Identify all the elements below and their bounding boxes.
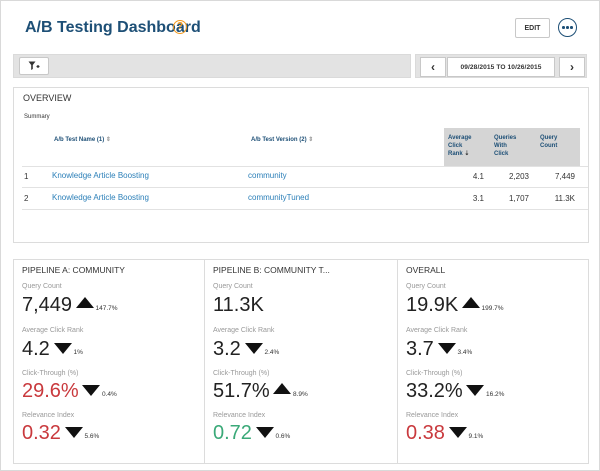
summary-label: Summary bbox=[24, 114, 50, 120]
metric-value: 4.2 bbox=[22, 338, 50, 360]
metric-label: Average Click Rank bbox=[213, 327, 275, 334]
test-version-link[interactable]: communityTuned bbox=[248, 193, 310, 202]
row-index: 2 bbox=[24, 194, 29, 203]
metric-change-percent: 147.7% bbox=[95, 305, 118, 312]
queries-with-click-value: 2,203 bbox=[508, 172, 529, 181]
metric-change-percent: 2.4% bbox=[264, 349, 280, 356]
add-filter-button[interactable] bbox=[19, 57, 49, 75]
metric-change-percent: 3.4% bbox=[457, 349, 473, 356]
metric-label: Relevance Index bbox=[213, 412, 266, 419]
metric-label: Query Count bbox=[213, 283, 253, 290]
next-period-button[interactable]: › bbox=[559, 57, 585, 77]
test-name-link[interactable]: Knowledge Article Boosting bbox=[52, 193, 149, 202]
metric-label: Click-Through (%) bbox=[406, 370, 463, 377]
metric-value: 0.32 bbox=[22, 422, 61, 444]
trend-down-icon bbox=[448, 427, 467, 438]
metric-change-percent: 8.9% bbox=[293, 391, 308, 398]
date-range-picker[interactable]: 09/28/2015 TO 10/26/2015 bbox=[447, 57, 555, 77]
avg-click-rank-value: 3.1 bbox=[472, 194, 484, 203]
metric-change-percent: 1% bbox=[73, 349, 83, 356]
trend-down-icon bbox=[255, 427, 274, 438]
test-version-link[interactable]: community bbox=[248, 171, 287, 180]
metric-value: 11.3K bbox=[213, 294, 264, 316]
metric-value: 33.2% bbox=[406, 380, 463, 402]
header: A/B Testing Dashboard ? EDIT bbox=[1, 1, 599, 55]
trend-up-icon bbox=[75, 297, 94, 308]
sort-desc-icon: ⇣ bbox=[464, 151, 470, 157]
pipeline-title: OVERALL bbox=[406, 265, 446, 275]
metric-value: 7,449 bbox=[22, 294, 73, 316]
filter-add-icon bbox=[28, 61, 40, 70]
overview-panel: OVERVIEW Summary A/b Test Name (1) ⇕ A/b… bbox=[13, 87, 589, 243]
trend-up-icon bbox=[273, 383, 291, 394]
metric-value: 29.6% bbox=[22, 380, 79, 402]
trend-up-icon bbox=[461, 297, 480, 308]
pipeline-column: OVERALL Query Count 19.9K 199.7% Average Cli… bbox=[398, 260, 588, 463]
more-options-icon[interactable] bbox=[558, 18, 577, 37]
sort-icon: ⇕ bbox=[105, 137, 111, 143]
page-title: A/B Testing Dashboard bbox=[25, 19, 201, 36]
trend-down-icon bbox=[466, 385, 484, 396]
metric-label: Relevance Index bbox=[406, 412, 459, 419]
column-header-avg-click-rank[interactable]: Average Click Rank ⇣ bbox=[448, 135, 472, 157]
metric-value: 0.72 bbox=[213, 422, 252, 444]
trend-down-icon bbox=[82, 385, 100, 396]
column-header-test-name[interactable]: A/b Test Name (1) ⇕ bbox=[54, 137, 111, 143]
metric-change-percent: 0.4% bbox=[102, 391, 117, 398]
metric-value: 3.2 bbox=[213, 338, 241, 360]
pipeline-column: PIPELINE A: COMMUNITY Query Count 7,449 147… bbox=[14, 260, 204, 463]
row-divider bbox=[22, 187, 588, 188]
query-count-value: 11.3K bbox=[554, 194, 575, 203]
pipeline-title: PIPELINE A: COMMUNITY bbox=[22, 265, 125, 275]
query-count-value: 7,449 bbox=[554, 172, 575, 181]
pipeline-title: PIPELINE B: COMMUNITY T... bbox=[213, 265, 330, 275]
metric-value: 51.7% bbox=[213, 380, 270, 402]
overview-title: OVERVIEW bbox=[23, 93, 72, 103]
metric-header-band bbox=[444, 128, 580, 166]
column-header-queries-with-click[interactable]: Queries With Click bbox=[494, 135, 517, 157]
metric-value: 0.38 bbox=[406, 422, 445, 444]
row-divider bbox=[22, 166, 588, 167]
trend-down-icon bbox=[244, 343, 263, 354]
date-navigator: ‹ 09/28/2015 TO 10/26/2015 › bbox=[415, 54, 587, 78]
filter-toolbar bbox=[13, 54, 411, 78]
sort-icon: ⇕ bbox=[308, 137, 314, 143]
pipeline-column: PIPELINE B: COMMUNITY T... Query Count 11.… bbox=[205, 260, 395, 463]
help-icon[interactable]: ? bbox=[173, 20, 187, 34]
previous-period-button[interactable]: ‹ bbox=[420, 57, 446, 77]
edit-button[interactable]: EDIT bbox=[515, 18, 550, 38]
pipeline-metrics-panel: PIPELINE A: COMMUNITY Query Count 7,449 147… bbox=[13, 259, 589, 464]
trend-down-icon bbox=[53, 343, 72, 354]
metric-label: Average Click Rank bbox=[406, 327, 468, 334]
metric-change-percent: 199.7% bbox=[481, 305, 504, 312]
metric-label: Query Count bbox=[406, 283, 446, 290]
column-divider bbox=[204, 260, 205, 463]
trend-down-icon bbox=[64, 427, 83, 438]
column-header-query-count[interactable]: Query Count bbox=[540, 135, 558, 149]
trend-down-icon bbox=[437, 343, 456, 354]
column-divider bbox=[397, 260, 398, 463]
queries-with-click-value: 1,707 bbox=[508, 194, 529, 203]
column-header-test-version[interactable]: A/b Test Version (2) ⇕ bbox=[251, 137, 314, 143]
metric-change-percent: 16.2% bbox=[486, 391, 505, 398]
metric-change-percent: 9.1% bbox=[468, 433, 484, 440]
metric-change-percent: 5.6% bbox=[84, 433, 100, 440]
metric-change-percent: 0.6% bbox=[275, 433, 291, 440]
metric-value: 3.7 bbox=[406, 338, 434, 360]
metric-label: Average Click Rank bbox=[22, 327, 84, 334]
metric-label: Click-Through (%) bbox=[213, 370, 270, 377]
metric-label: Click-Through (%) bbox=[22, 370, 79, 377]
test-name-link[interactable]: Knowledge Article Boosting bbox=[52, 171, 149, 180]
avg-click-rank-value: 4.1 bbox=[472, 172, 484, 181]
metric-value: 19.9K bbox=[406, 294, 459, 316]
metric-label: Query Count bbox=[22, 283, 62, 290]
row-divider bbox=[22, 209, 588, 210]
metric-label: Relevance Index bbox=[22, 412, 75, 419]
row-index: 1 bbox=[24, 172, 29, 181]
